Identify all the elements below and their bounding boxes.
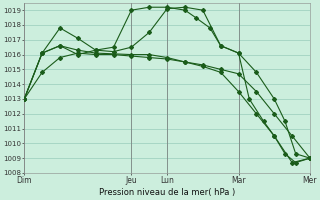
X-axis label: Pression niveau de la mer( hPa ): Pression niveau de la mer( hPa )	[99, 188, 235, 197]
